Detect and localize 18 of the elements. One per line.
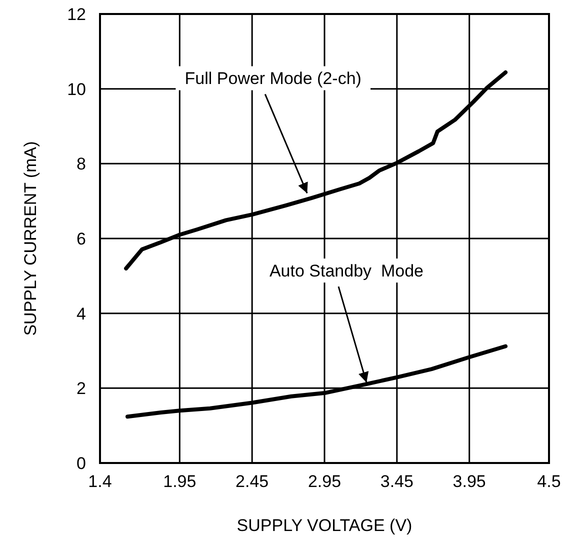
x-tick-label: 3.95 — [452, 472, 486, 492]
y-tick-label: 4 — [76, 304, 86, 324]
x-tick-label: 3.45 — [380, 472, 414, 492]
x-axis-title: SUPPLY VOLTAGE (V) — [236, 516, 412, 535]
y-tick-label: 12 — [67, 5, 86, 24]
y-tick-label: 10 — [67, 80, 86, 99]
x-tick-label: 1.4 — [88, 472, 112, 492]
x-tick-label: 2.45 — [236, 472, 269, 492]
y-tick-label: 6 — [76, 230, 86, 249]
x-tick-label: 2.95 — [308, 472, 342, 492]
x-tick-label: 4.5 — [537, 472, 561, 492]
y-tick-label: 8 — [76, 154, 86, 174]
y-tick-label: 0 — [76, 454, 86, 474]
x-tick-label: 1.95 — [163, 472, 196, 492]
annotation: Full Power Mode (2-ch) — [184, 69, 362, 88]
y-axis-title: SUPPLY CURRENT (mA) — [21, 141, 40, 336]
y-tick-label: 2 — [76, 379, 86, 398]
annotation: Auto Standby Mode — [269, 262, 424, 281]
